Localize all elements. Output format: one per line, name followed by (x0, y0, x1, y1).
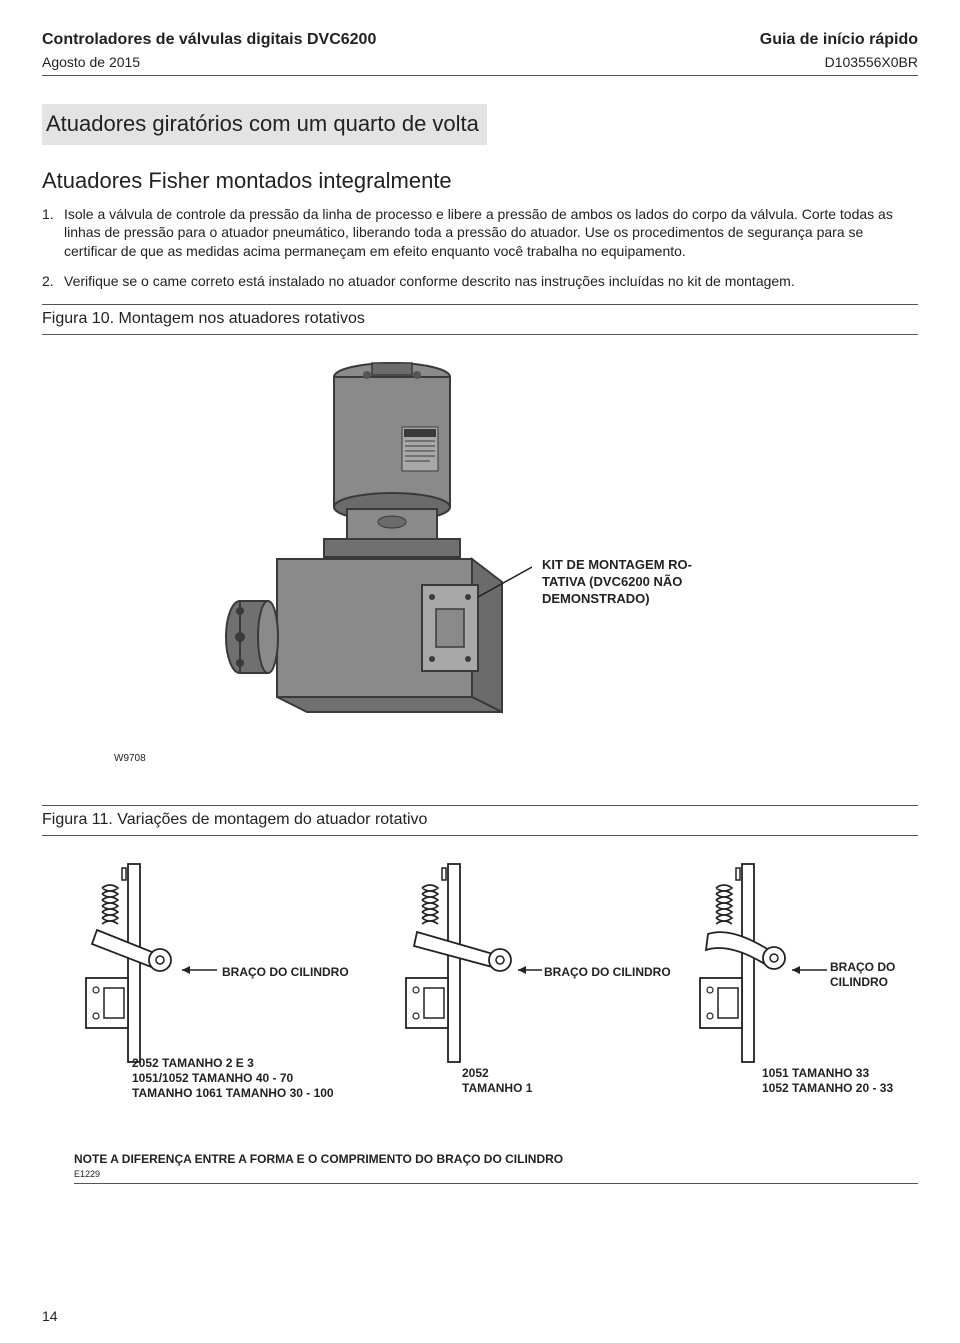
variation-3-icon (672, 858, 832, 1068)
actuator-image (172, 347, 532, 747)
step-num: 2. (42, 272, 64, 296)
header-right-sub: D103556X0BR (760, 53, 918, 71)
section-banner: Atuadores giratórios com um quarto de vo… (42, 104, 487, 145)
header-left-title: Controladores de válvulas digitais DVC62… (42, 30, 376, 51)
figure10-callout: KIT DE MONTAGEM RO- TATIVA (DVC6200 NÃO … (542, 557, 722, 608)
step-text: Verifique se o came correto está instala… (64, 272, 918, 290)
figure11-area: BRAÇO DO CILINDRO 2052 TAMANHO 2 E 3 105… (42, 848, 918, 1148)
variation-2-icon (372, 858, 542, 1068)
figure11-ref: E1229 (74, 1169, 918, 1184)
figure10-area: KIT DE MONTAGEM RO- TATIVA (DVC6200 NÃO … (42, 347, 918, 797)
header-right-title: Guia de início rápido (760, 30, 918, 51)
header-left: Controladores de válvulas digitais DVC62… (42, 30, 376, 71)
figure10-title: Figura 10. Montagem nos atuadores rotati… (42, 304, 918, 335)
sub-heading: Atuadores Fisher montados integralmente (42, 167, 918, 196)
figure11-title: Figura 11. Variações de montagem do atua… (42, 805, 918, 836)
variation-caption-1: 2052 TAMANHO 2 E 3 1051/1052 TAMANHO 40 … (132, 1056, 334, 1101)
variation-1-icon (52, 858, 222, 1068)
step-num: 1. (42, 205, 64, 266)
figure11-footnote: NOTE A DIFERENÇA ENTRE A FORMA E O COMPR… (74, 1152, 918, 1168)
figure10-ref: W9708 (114, 752, 146, 765)
page-header: Controladores de válvulas digitais DVC62… (42, 30, 918, 76)
arm-label-3: BRAÇO DO CILINDRO (830, 960, 895, 991)
page-number: 14 (42, 1307, 58, 1325)
variation-caption-3: 1051 TAMANHO 33 1052 TAMANHO 20 - 33 (762, 1066, 893, 1096)
arm-label-2: BRAÇO DO CILINDRO (544, 965, 671, 981)
variation-caption-2: 2052 TAMANHO 1 (462, 1066, 532, 1096)
step-text: Isole a válvula de controle da pressão d… (64, 205, 918, 260)
step-row-1: 1. Isole a válvula de controle da pressã… (42, 205, 918, 266)
header-right: Guia de início rápido D103556X0BR (760, 30, 918, 71)
arm-label-1: BRAÇO DO CILINDRO (222, 965, 349, 981)
header-left-sub: Agosto de 2015 (42, 53, 376, 71)
step-row-2: 2. Verifique se o came correto está inst… (42, 272, 918, 296)
